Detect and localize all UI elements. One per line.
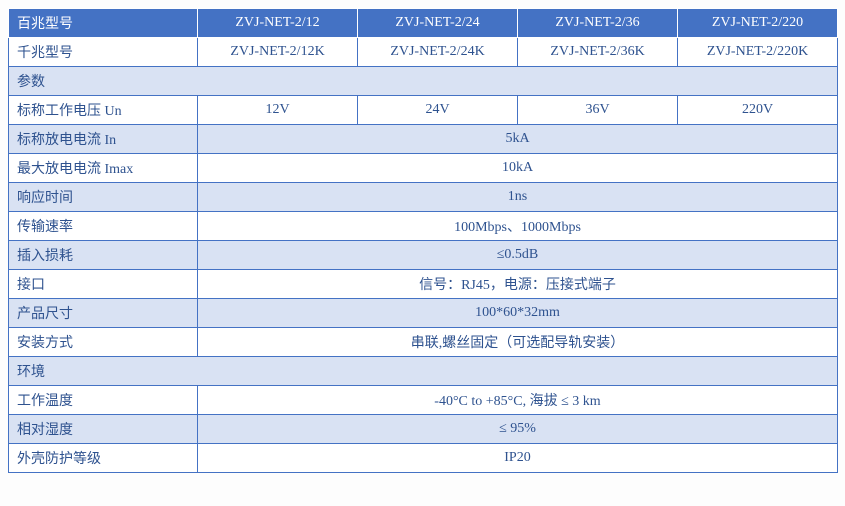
row-label: 接口 bbox=[9, 270, 198, 299]
table-row: 工作温度 -40°C to +85°C, 海拔 ≤ 3 km bbox=[9, 386, 838, 415]
row-label: 标称放电电流 In bbox=[9, 125, 198, 154]
spec-table: 百兆型号 ZVJ-NET-2/12 ZVJ-NET-2/24 ZVJ-NET-2… bbox=[8, 8, 838, 473]
row-value: 5kA bbox=[198, 125, 838, 154]
table-row: 插入损耗 ≤0.5dB bbox=[9, 241, 838, 270]
table-row: 响应时间 1ns bbox=[9, 183, 838, 212]
row-label: 安装方式 bbox=[9, 328, 198, 357]
header-model: ZVJ-NET-2/220 bbox=[678, 9, 838, 38]
row-value: -40°C to +85°C, 海拔 ≤ 3 km bbox=[198, 386, 838, 415]
row-value: 串联,螺丝固定（可选配导轨安装） bbox=[198, 328, 838, 357]
row-label: 相对湿度 bbox=[9, 415, 198, 444]
header-label: 百兆型号 bbox=[9, 9, 198, 38]
row-label: 工作温度 bbox=[9, 386, 198, 415]
table-row: 接口 信号：RJ45，电源：压接式端子 bbox=[9, 270, 838, 299]
row-value: 12V bbox=[198, 96, 358, 125]
table-row: 外壳防护等级 IP20 bbox=[9, 444, 838, 473]
table-row: 千兆型号 ZVJ-NET-2/12K ZVJ-NET-2/24K ZVJ-NET… bbox=[9, 38, 838, 67]
row-value: 100Mbps、1000Mbps bbox=[198, 212, 838, 241]
table-row: 标称工作电压 Un 12V 24V 36V 220V bbox=[9, 96, 838, 125]
section-params: 参数 bbox=[9, 67, 838, 96]
table-row: 产品尺寸 100*60*32mm bbox=[9, 299, 838, 328]
row-value: ZVJ-NET-2/24K bbox=[358, 38, 518, 67]
row-value: 36V bbox=[518, 96, 678, 125]
row-value: ≤ 95% bbox=[198, 415, 838, 444]
row-value: 10kA bbox=[198, 154, 838, 183]
header-model: ZVJ-NET-2/12 bbox=[198, 9, 358, 38]
table-row: 安装方式 串联,螺丝固定（可选配导轨安装） bbox=[9, 328, 838, 357]
row-value: ZVJ-NET-2/220K bbox=[678, 38, 838, 67]
row-value: 100*60*32mm bbox=[198, 299, 838, 328]
row-label: 传输速率 bbox=[9, 212, 198, 241]
row-label: 插入损耗 bbox=[9, 241, 198, 270]
row-label: 外壳防护等级 bbox=[9, 444, 198, 473]
section-row: 参数 bbox=[9, 67, 838, 96]
table-row: 最大放电电流 Imax 10kA bbox=[9, 154, 838, 183]
table-row: 标称放电电流 In 5kA bbox=[9, 125, 838, 154]
table-header-row: 百兆型号 ZVJ-NET-2/12 ZVJ-NET-2/24 ZVJ-NET-2… bbox=[9, 9, 838, 38]
header-model: ZVJ-NET-2/24 bbox=[358, 9, 518, 38]
row-value: 24V bbox=[358, 96, 518, 125]
header-model: ZVJ-NET-2/36 bbox=[518, 9, 678, 38]
row-value: ≤0.5dB bbox=[198, 241, 838, 270]
section-row: 环境 bbox=[9, 357, 838, 386]
row-label: 千兆型号 bbox=[9, 38, 198, 67]
row-value: 220V bbox=[678, 96, 838, 125]
row-value: IP20 bbox=[198, 444, 838, 473]
row-value: ZVJ-NET-2/36K bbox=[518, 38, 678, 67]
row-value: 信号：RJ45，电源：压接式端子 bbox=[198, 270, 838, 299]
table-row: 相对湿度 ≤ 95% bbox=[9, 415, 838, 444]
section-env: 环境 bbox=[9, 357, 838, 386]
row-value: ZVJ-NET-2/12K bbox=[198, 38, 358, 67]
row-value: 1ns bbox=[198, 183, 838, 212]
table-row: 传输速率 100Mbps、1000Mbps bbox=[9, 212, 838, 241]
row-label: 响应时间 bbox=[9, 183, 198, 212]
row-label: 标称工作电压 Un bbox=[9, 96, 198, 125]
row-label: 产品尺寸 bbox=[9, 299, 198, 328]
row-label: 最大放电电流 Imax bbox=[9, 154, 198, 183]
